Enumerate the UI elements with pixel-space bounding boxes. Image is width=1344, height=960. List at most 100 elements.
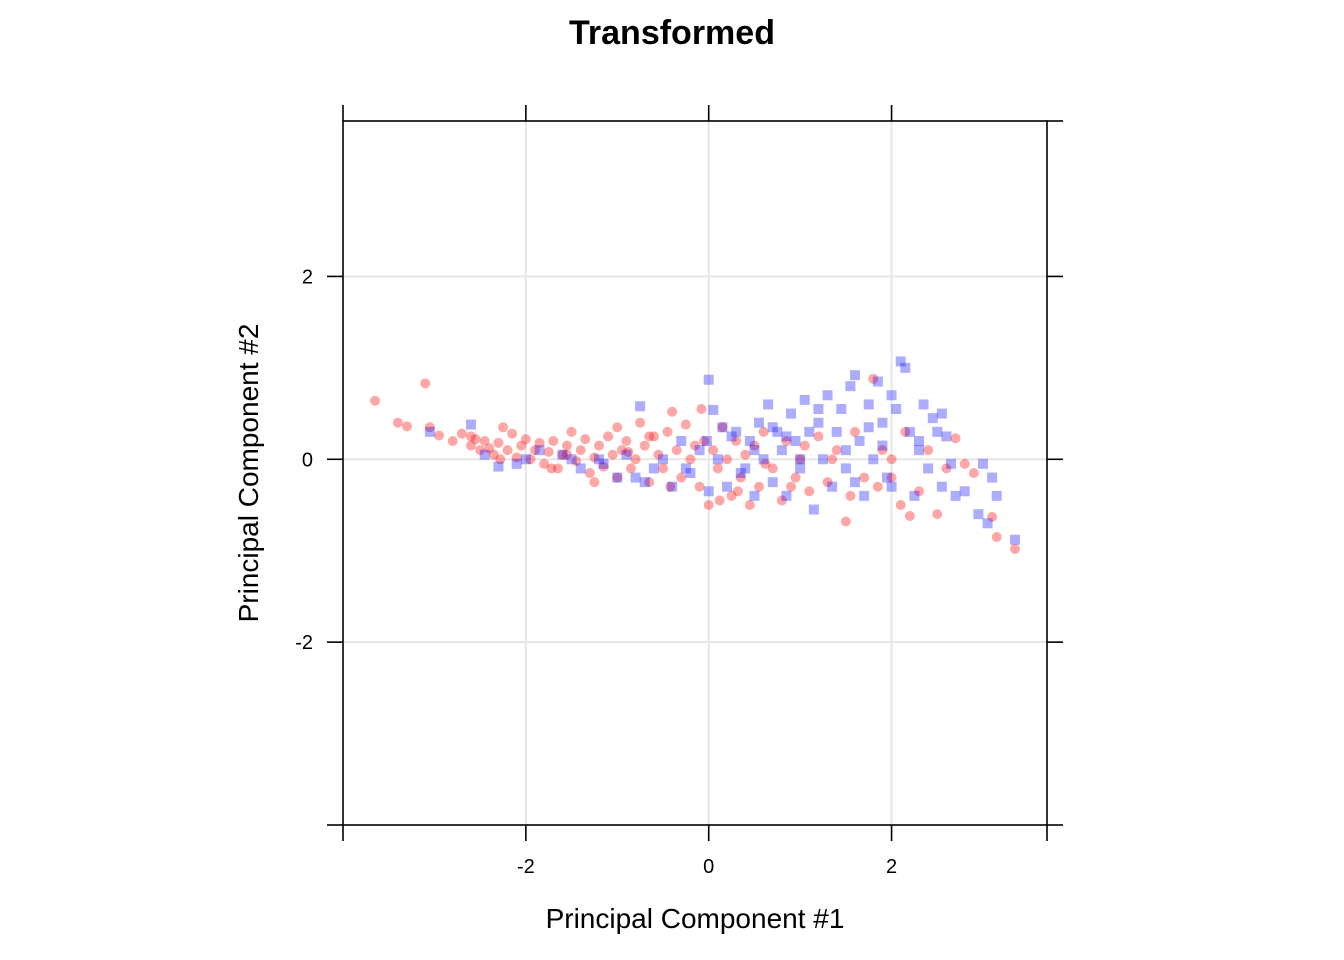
point-circle <box>717 422 728 433</box>
point-circle <box>941 463 952 474</box>
point-circle <box>850 426 860 437</box>
point-circle <box>639 440 650 451</box>
point-circle <box>1010 543 1020 554</box>
point-square <box>877 417 888 428</box>
point-square <box>982 518 993 529</box>
point-square <box>863 399 874 410</box>
y-tick-label: 2 <box>302 266 313 288</box>
point-circle <box>932 509 943 520</box>
point-square <box>840 445 851 456</box>
point-square <box>685 468 696 478</box>
point-circle <box>392 417 403 428</box>
point-circle <box>552 463 563 474</box>
point-circle <box>546 463 557 474</box>
plot-frame <box>342 120 1048 826</box>
point-circle <box>923 445 934 456</box>
point-square <box>850 477 860 488</box>
point-circle <box>612 472 623 483</box>
point-square <box>959 486 970 497</box>
point-square <box>891 404 902 414</box>
point-square <box>827 481 838 492</box>
point-square <box>639 477 650 488</box>
point-square <box>923 463 934 474</box>
point-square <box>877 440 888 451</box>
point-square <box>863 422 874 433</box>
point-square <box>918 399 929 410</box>
point-square <box>882 472 892 483</box>
point-circle <box>886 472 897 483</box>
point-square <box>575 463 586 474</box>
point-square <box>831 426 842 437</box>
point-square <box>813 404 824 414</box>
point-circle <box>740 449 751 460</box>
point-square <box>612 472 623 483</box>
point-circle <box>621 436 632 446</box>
point-circle <box>658 463 668 474</box>
point-square <box>740 463 751 474</box>
point-square <box>795 454 806 465</box>
point-circle <box>991 532 1002 542</box>
point-square <box>758 454 769 465</box>
point-circle <box>712 463 723 474</box>
point-circle <box>696 404 707 414</box>
point-circle <box>776 495 787 506</box>
point-square <box>978 458 988 469</box>
point-circle <box>662 426 673 437</box>
point-square <box>818 454 828 465</box>
point-square <box>667 481 678 492</box>
point-circle <box>840 516 851 527</box>
y-axis-label: Principal Component #2 <box>233 324 264 623</box>
point-square <box>813 417 824 428</box>
point-square <box>722 481 732 492</box>
point-circle <box>516 440 527 451</box>
point-square <box>808 504 819 515</box>
point-square <box>658 454 668 465</box>
point-square <box>936 408 947 419</box>
point-square <box>854 436 865 446</box>
x-tick-label: 2 <box>886 856 897 878</box>
point-circle <box>557 449 568 460</box>
point-square <box>987 472 998 483</box>
point-circle <box>488 449 499 460</box>
point-circle <box>447 436 458 446</box>
point-square <box>914 436 924 446</box>
chart-title: Transformed <box>569 14 775 52</box>
point-square <box>680 463 691 474</box>
point-circle <box>667 406 678 417</box>
point-circle <box>703 500 714 510</box>
point-square <box>932 426 943 437</box>
point-circle <box>539 458 550 469</box>
point-circle <box>760 458 771 469</box>
point-circle <box>623 446 634 457</box>
point-circle <box>402 421 412 432</box>
point-circle <box>511 452 522 463</box>
point-circle <box>690 440 700 451</box>
point-square <box>566 454 577 465</box>
point-square <box>534 445 545 456</box>
point-circle <box>732 486 743 497</box>
point-circle <box>813 431 824 442</box>
point-circle <box>676 472 687 483</box>
point-circle <box>914 486 924 497</box>
point-circle <box>594 440 604 451</box>
point-circle <box>749 440 760 451</box>
point-circle <box>644 431 655 442</box>
point-square <box>703 486 714 497</box>
point-circle <box>694 481 705 492</box>
point-circle <box>584 468 595 478</box>
point-circle <box>699 436 710 446</box>
point-square <box>735 468 746 478</box>
point-square <box>520 454 531 465</box>
point-circle <box>566 426 577 437</box>
point-square <box>786 408 796 419</box>
point-circle <box>822 477 833 488</box>
point-square <box>598 458 609 469</box>
point-circle <box>781 436 792 446</box>
point-circle <box>754 481 764 492</box>
point-circle <box>735 472 746 483</box>
point-square <box>466 419 476 430</box>
point-circle <box>758 426 769 437</box>
point-square <box>726 431 737 442</box>
point-circle <box>959 458 970 469</box>
point-square <box>799 394 810 405</box>
